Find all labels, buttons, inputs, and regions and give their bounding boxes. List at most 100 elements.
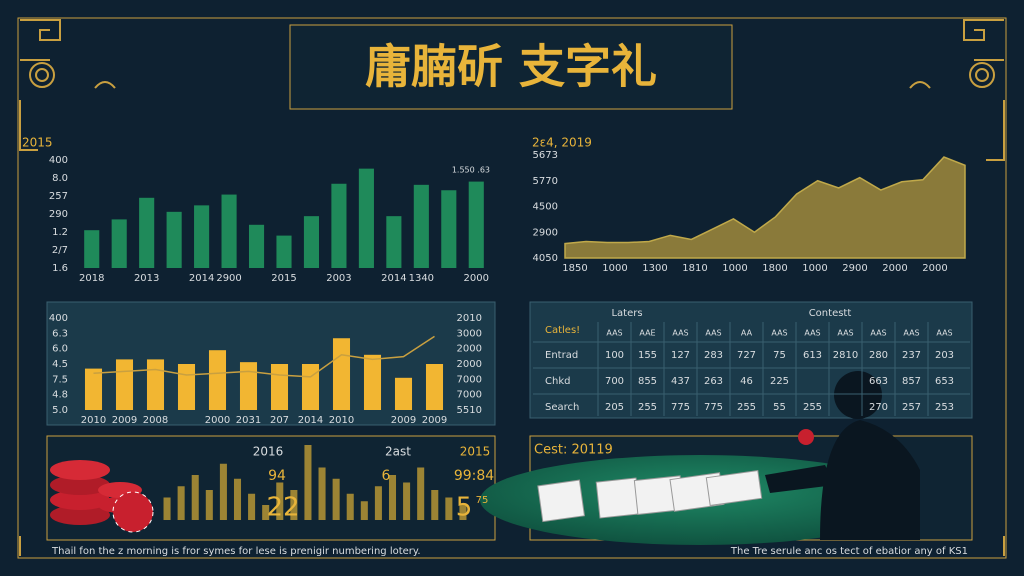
cell: 283 bbox=[704, 350, 723, 361]
label: 2ast bbox=[385, 445, 411, 459]
x-tick-label: 1300 bbox=[642, 263, 667, 274]
y-tick-label: 2900 bbox=[533, 227, 558, 238]
y-tick-label: 5673 bbox=[533, 150, 558, 161]
cell: 857 bbox=[902, 376, 921, 387]
bar bbox=[166, 211, 182, 268]
caption: The Tre serule anc os tect of ebatior an… bbox=[730, 546, 968, 557]
chart-title: 2ε4, 2019 bbox=[532, 136, 592, 150]
bar bbox=[139, 197, 155, 268]
bar bbox=[290, 490, 298, 520]
row-label: Chkd bbox=[545, 376, 570, 387]
x-tick-label: 1850 bbox=[562, 263, 587, 274]
x-tick-label: 2900 bbox=[216, 273, 241, 284]
bar bbox=[191, 475, 199, 520]
bar bbox=[363, 354, 382, 410]
bar bbox=[239, 362, 258, 410]
number: 99:84 bbox=[454, 468, 494, 484]
caption: Thail fon the z morning is fror symes fo… bbox=[51, 546, 421, 557]
number: 5 bbox=[456, 493, 473, 523]
cell: 253 bbox=[935, 402, 954, 413]
y-tick-label: 5770 bbox=[533, 176, 558, 187]
cell: 855 bbox=[638, 376, 657, 387]
y-tick-label: 257 bbox=[49, 191, 68, 202]
bar bbox=[248, 493, 256, 520]
bar bbox=[358, 168, 374, 268]
x-tick-label: 2900 bbox=[842, 263, 867, 274]
bar bbox=[303, 216, 320, 268]
cell: 205 bbox=[605, 402, 624, 413]
area bbox=[564, 156, 966, 259]
column-header: AAS bbox=[936, 329, 952, 338]
cell: 46 bbox=[740, 376, 753, 387]
x-tick-label: 1810 bbox=[682, 263, 707, 274]
bar bbox=[374, 486, 382, 520]
x-tick-label: 2015 bbox=[271, 273, 296, 284]
bar bbox=[425, 364, 444, 410]
bar bbox=[248, 224, 265, 268]
bar bbox=[388, 475, 397, 520]
x-tick-label: 2014 bbox=[298, 415, 323, 426]
column-header: AAS bbox=[837, 329, 853, 338]
cell: 255 bbox=[803, 402, 822, 413]
title-box bbox=[289, 24, 733, 110]
y-tick-label: 5510 bbox=[457, 405, 482, 416]
cell: 225 bbox=[770, 376, 789, 387]
cell: 263 bbox=[704, 376, 723, 387]
y-tick-label: 2/7 bbox=[52, 245, 68, 256]
cell: 255 bbox=[737, 402, 756, 413]
cell: 280 bbox=[869, 350, 888, 361]
panel bbox=[529, 301, 973, 419]
bar bbox=[318, 467, 326, 520]
bar bbox=[84, 230, 100, 268]
bar bbox=[332, 338, 351, 410]
table-header: Contestt bbox=[809, 308, 852, 319]
row-label: Entrad bbox=[545, 350, 578, 361]
panel-title: Cest: 20119 bbox=[534, 443, 613, 458]
bar bbox=[445, 497, 453, 520]
cell: 203 bbox=[935, 350, 954, 361]
bar bbox=[163, 497, 171, 520]
bar bbox=[431, 490, 439, 520]
bar bbox=[146, 359, 165, 410]
y-tick-label: 290 bbox=[49, 209, 68, 220]
column-header: AA bbox=[741, 329, 753, 338]
title: 庸腩斫 支字礼 bbox=[365, 40, 657, 94]
y-tick-label: 7.5 bbox=[52, 374, 68, 385]
bar bbox=[386, 216, 402, 268]
content: 2015 1.550 .63 400 8.0 257 290 1.2 2/7 1.6 2018 20… bbox=[22, 136, 970, 557]
y-tick-label: 2000 bbox=[457, 359, 482, 370]
column-header: AAE bbox=[639, 329, 655, 338]
bar bbox=[233, 478, 242, 520]
y-tick-label: 4050 bbox=[533, 253, 558, 264]
bar bbox=[394, 377, 413, 410]
y-tick-label: 8.0 bbox=[52, 173, 68, 184]
y-tick-label: 4.5 bbox=[52, 359, 68, 370]
x-tick-label: 207 bbox=[270, 415, 289, 426]
cell: 237 bbox=[902, 350, 921, 361]
bar bbox=[221, 194, 237, 268]
x-tick-label: 2009 bbox=[422, 415, 447, 426]
bar bbox=[111, 219, 127, 268]
x-tick-label: 2009 bbox=[112, 415, 137, 426]
bar bbox=[115, 359, 134, 410]
chart-title: 2015 bbox=[22, 136, 53, 150]
bar bbox=[301, 364, 320, 410]
x-tick-label: 2010 bbox=[329, 415, 354, 426]
bar bbox=[346, 493, 354, 520]
column-header: AAS bbox=[804, 329, 820, 338]
x-tick-label: 2031 bbox=[236, 415, 261, 426]
bar bbox=[219, 463, 227, 520]
person bbox=[765, 371, 920, 540]
bar bbox=[331, 183, 347, 268]
cell: 775 bbox=[671, 402, 690, 413]
cell: 257 bbox=[902, 402, 921, 413]
cell: 2810 bbox=[833, 350, 858, 361]
cell: 75 bbox=[773, 350, 786, 361]
y-tick-label: 7000 bbox=[457, 390, 482, 401]
cell: 775 bbox=[704, 402, 723, 413]
cell: 700 bbox=[605, 376, 624, 387]
y-tick-label: 400 bbox=[49, 155, 68, 166]
table-corner: Catles! bbox=[545, 325, 580, 336]
bar bbox=[208, 350, 227, 410]
column-header: AAS bbox=[870, 329, 886, 338]
